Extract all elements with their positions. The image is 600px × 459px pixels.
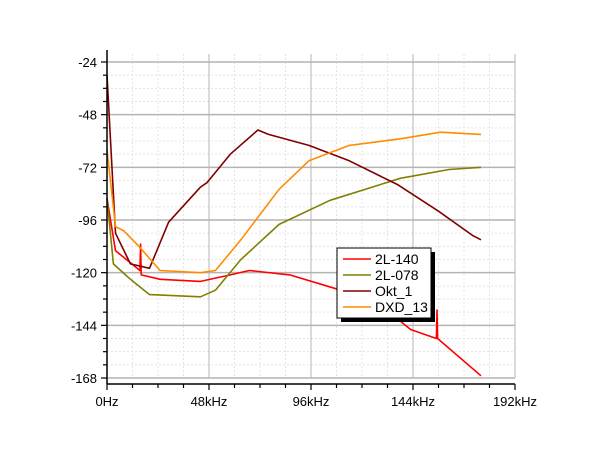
y-tick-label: -96: [78, 213, 97, 228]
legend-label: DXD_13: [375, 299, 428, 315]
series-line-dxd-13: [106, 131, 482, 274]
x-tick-label: 48kHz: [191, 394, 228, 409]
x-tick-label: 96kHz: [293, 394, 330, 409]
series-lines: [106, 75, 482, 377]
y-tick-label: -48: [78, 108, 97, 123]
x-tick-label: 144kHz: [391, 394, 435, 409]
axes: -24 -48 -72 -96 -120 -144 -168 0Hz 48kHz 96kHz 144…: [71, 50, 537, 409]
y-tick-label: -120: [71, 266, 97, 281]
series-line-okt-1: [106, 75, 482, 270]
legend-label: 2L-140: [375, 251, 419, 267]
y-tick-label: -24: [78, 55, 97, 70]
series-line-2l-078: [106, 166, 482, 298]
y-tick-label: -144: [71, 318, 97, 333]
x-tick-label: 0Hz: [95, 394, 118, 409]
legend-label: 2L-078: [375, 267, 419, 283]
x-tick-label: 192kHz: [493, 394, 537, 409]
y-tick-label: -168: [71, 371, 97, 386]
legend-label: Okt_1: [375, 283, 413, 299]
major-grid: [107, 54, 516, 379]
y-tick-label: -72: [78, 160, 97, 175]
